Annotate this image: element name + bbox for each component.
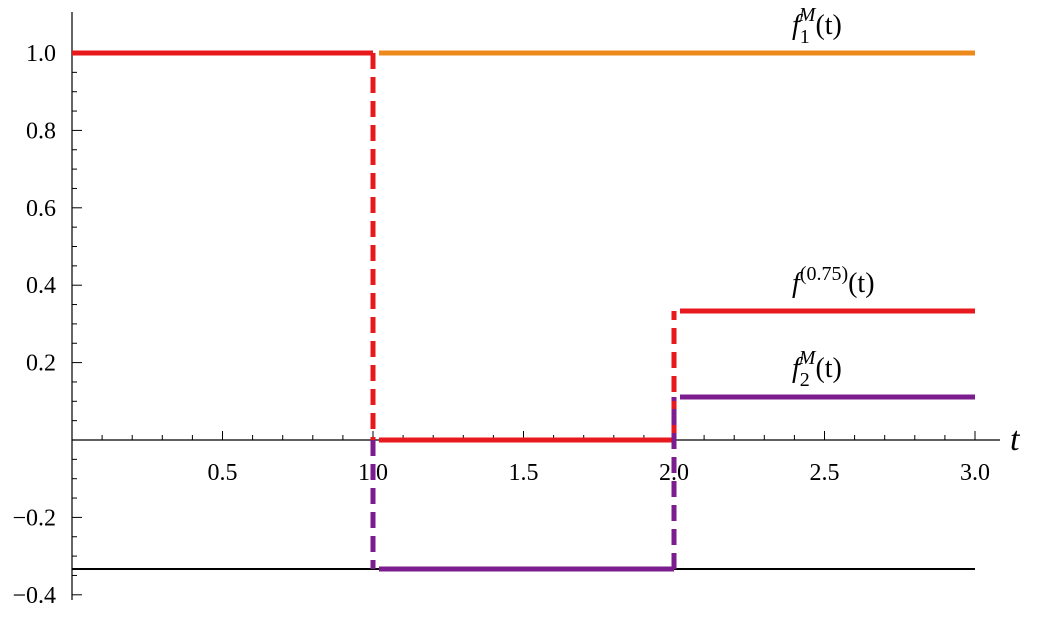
label-base: f bbox=[792, 10, 803, 41]
y-tick-label: 0.4 bbox=[26, 273, 56, 299]
series-label-f1M: f1M(t) bbox=[792, 4, 842, 48]
label-sup: (0.75) bbox=[800, 263, 848, 285]
label-sup: M bbox=[798, 347, 817, 369]
label-base: f bbox=[792, 268, 803, 299]
x-tick-label: 1.5 bbox=[509, 460, 539, 486]
label-arg: (t) bbox=[815, 353, 841, 384]
y-tick-label: 0.8 bbox=[26, 118, 56, 144]
x-tick-label: 3.0 bbox=[960, 460, 990, 486]
label-sub: 2 bbox=[800, 369, 810, 391]
labels-layer: f1M(t)f(0.75)(t)f2M(t) bbox=[792, 4, 875, 391]
series-label-f2M: f2M(t) bbox=[792, 347, 842, 391]
label-sub: 1 bbox=[800, 26, 810, 48]
label-base: f bbox=[792, 353, 803, 384]
x-tick-label: 2.5 bbox=[810, 460, 840, 486]
y-tick-label: 0.2 bbox=[26, 351, 56, 377]
label-arg: (t) bbox=[815, 10, 841, 41]
y-tick-label: −0.4 bbox=[12, 583, 56, 609]
y-tick-label: −0.2 bbox=[12, 505, 56, 531]
x-axis-label: t bbox=[1010, 421, 1021, 458]
series-label-f075: f(0.75)(t) bbox=[792, 263, 875, 299]
series-layer bbox=[72, 50, 975, 572]
label-sup: M bbox=[798, 4, 817, 26]
label-arg: (t) bbox=[848, 268, 874, 299]
y-tick-label: 1.0 bbox=[26, 41, 56, 67]
y-tick-label: 0.6 bbox=[26, 196, 56, 222]
x-tick-label: 0.5 bbox=[208, 460, 238, 486]
